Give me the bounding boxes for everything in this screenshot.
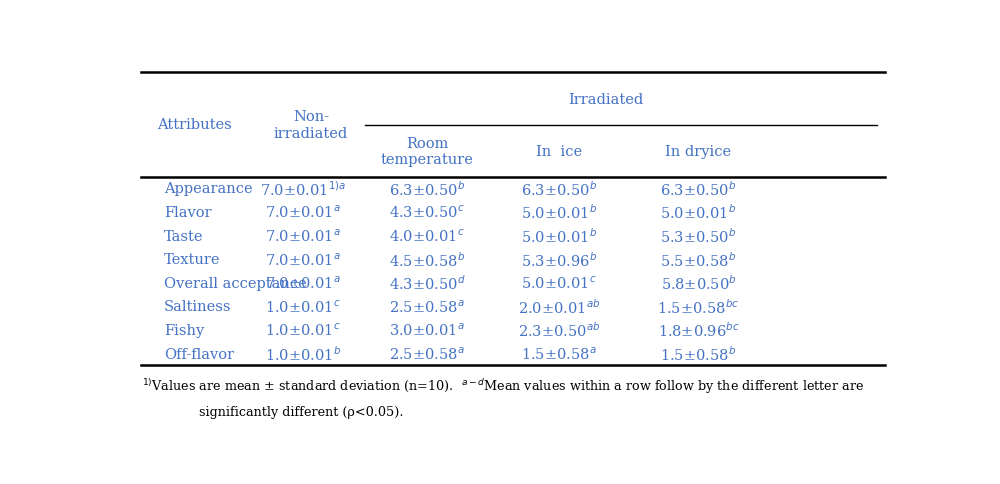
Text: Taste: Taste: [164, 229, 203, 243]
Text: 3.0±0.01$^{a}$: 3.0±0.01$^{a}$: [389, 322, 465, 338]
Text: 5.3±0.96$^{b}$: 5.3±0.96$^{b}$: [521, 250, 597, 269]
Text: 5.8±0.50$^{b}$: 5.8±0.50$^{b}$: [661, 274, 736, 292]
Text: 2.0±0.01$^{ab}$: 2.0±0.01$^{ab}$: [518, 297, 600, 316]
Text: 1.8±0.96$^{bc}$: 1.8±0.96$^{bc}$: [658, 321, 739, 340]
Text: 2.3±0.50$^{ab}$: 2.3±0.50$^{ab}$: [518, 321, 600, 340]
Text: 1.0±0.01$^{c}$: 1.0±0.01$^{c}$: [265, 322, 341, 338]
Text: 1.0±0.01$^{c}$: 1.0±0.01$^{c}$: [265, 299, 341, 315]
Text: 1.0±0.01$^{b}$: 1.0±0.01$^{b}$: [265, 345, 341, 363]
Text: Non-
irradiated: Non- irradiated: [274, 110, 348, 140]
Text: $^{1)}$Values are mean ± standard deviation (n=10).  $^{a-d}$Mean values within : $^{1)}$Values are mean ± standard deviat…: [142, 377, 864, 395]
Text: 7.0±0.01$^{a}$: 7.0±0.01$^{a}$: [265, 275, 341, 291]
Text: 6.3±0.50$^{b}$: 6.3±0.50$^{b}$: [660, 180, 737, 198]
Text: Overall acceptance: Overall acceptance: [164, 276, 306, 290]
Text: Appearance: Appearance: [164, 182, 252, 196]
Text: Attributes: Attributes: [157, 118, 232, 132]
Text: 5.5±0.58$^{b}$: 5.5±0.58$^{b}$: [660, 250, 737, 269]
Text: Saltiness: Saltiness: [164, 300, 231, 314]
Text: 5.0±0.01$^{b}$: 5.0±0.01$^{b}$: [660, 203, 737, 222]
Text: 4.3±0.50$^{d}$: 4.3±0.50$^{d}$: [389, 274, 466, 292]
Text: Room
temperature: Room temperature: [381, 136, 474, 166]
Text: Flavor: Flavor: [164, 206, 211, 220]
Text: 6.3±0.50$^{b}$: 6.3±0.50$^{b}$: [389, 180, 465, 198]
Text: 1.5±0.58$^{b}$: 1.5±0.58$^{b}$: [660, 345, 737, 363]
Text: significantly different (ρ<0.05).: significantly different (ρ<0.05).: [199, 405, 403, 418]
Text: 4.5±0.58$^{b}$: 4.5±0.58$^{b}$: [389, 250, 465, 269]
Text: 2.5±0.58$^{a}$: 2.5±0.58$^{a}$: [389, 346, 465, 362]
Text: 5.0±0.01$^{b}$: 5.0±0.01$^{b}$: [521, 203, 597, 222]
Text: In dryice: In dryice: [665, 145, 732, 159]
Text: 4.0±0.01$^{c}$: 4.0±0.01$^{c}$: [389, 228, 465, 244]
Text: Irradiated: Irradiated: [568, 92, 643, 106]
Text: 2.5±0.58$^{a}$: 2.5±0.58$^{a}$: [389, 299, 465, 315]
Text: 7.0±0.01$^{1)a}$: 7.0±0.01$^{1)a}$: [260, 180, 346, 198]
Text: 5.3±0.50$^{b}$: 5.3±0.50$^{b}$: [660, 227, 737, 245]
Text: Texture: Texture: [164, 253, 220, 267]
Text: 4.3±0.50$^{c}$: 4.3±0.50$^{c}$: [389, 204, 465, 221]
Text: In  ice: In ice: [536, 145, 582, 159]
Text: 1.5±0.58$^{a}$: 1.5±0.58$^{a}$: [521, 346, 597, 362]
Text: Off-flavor: Off-flavor: [164, 347, 234, 361]
Text: 6.3±0.50$^{b}$: 6.3±0.50$^{b}$: [521, 180, 597, 198]
Text: 5.0±0.01$^{c}$: 5.0±0.01$^{c}$: [521, 275, 597, 291]
Text: Fishy: Fishy: [164, 323, 204, 337]
Text: 7.0±0.01$^{a}$: 7.0±0.01$^{a}$: [265, 228, 341, 244]
Text: 1.5±0.58$^{bc}$: 1.5±0.58$^{bc}$: [657, 297, 740, 316]
Text: 5.0±0.01$^{b}$: 5.0±0.01$^{b}$: [521, 227, 597, 245]
Text: 7.0±0.01$^{a}$: 7.0±0.01$^{a}$: [265, 204, 341, 221]
Text: 7.0±0.01$^{a}$: 7.0±0.01$^{a}$: [265, 251, 341, 268]
